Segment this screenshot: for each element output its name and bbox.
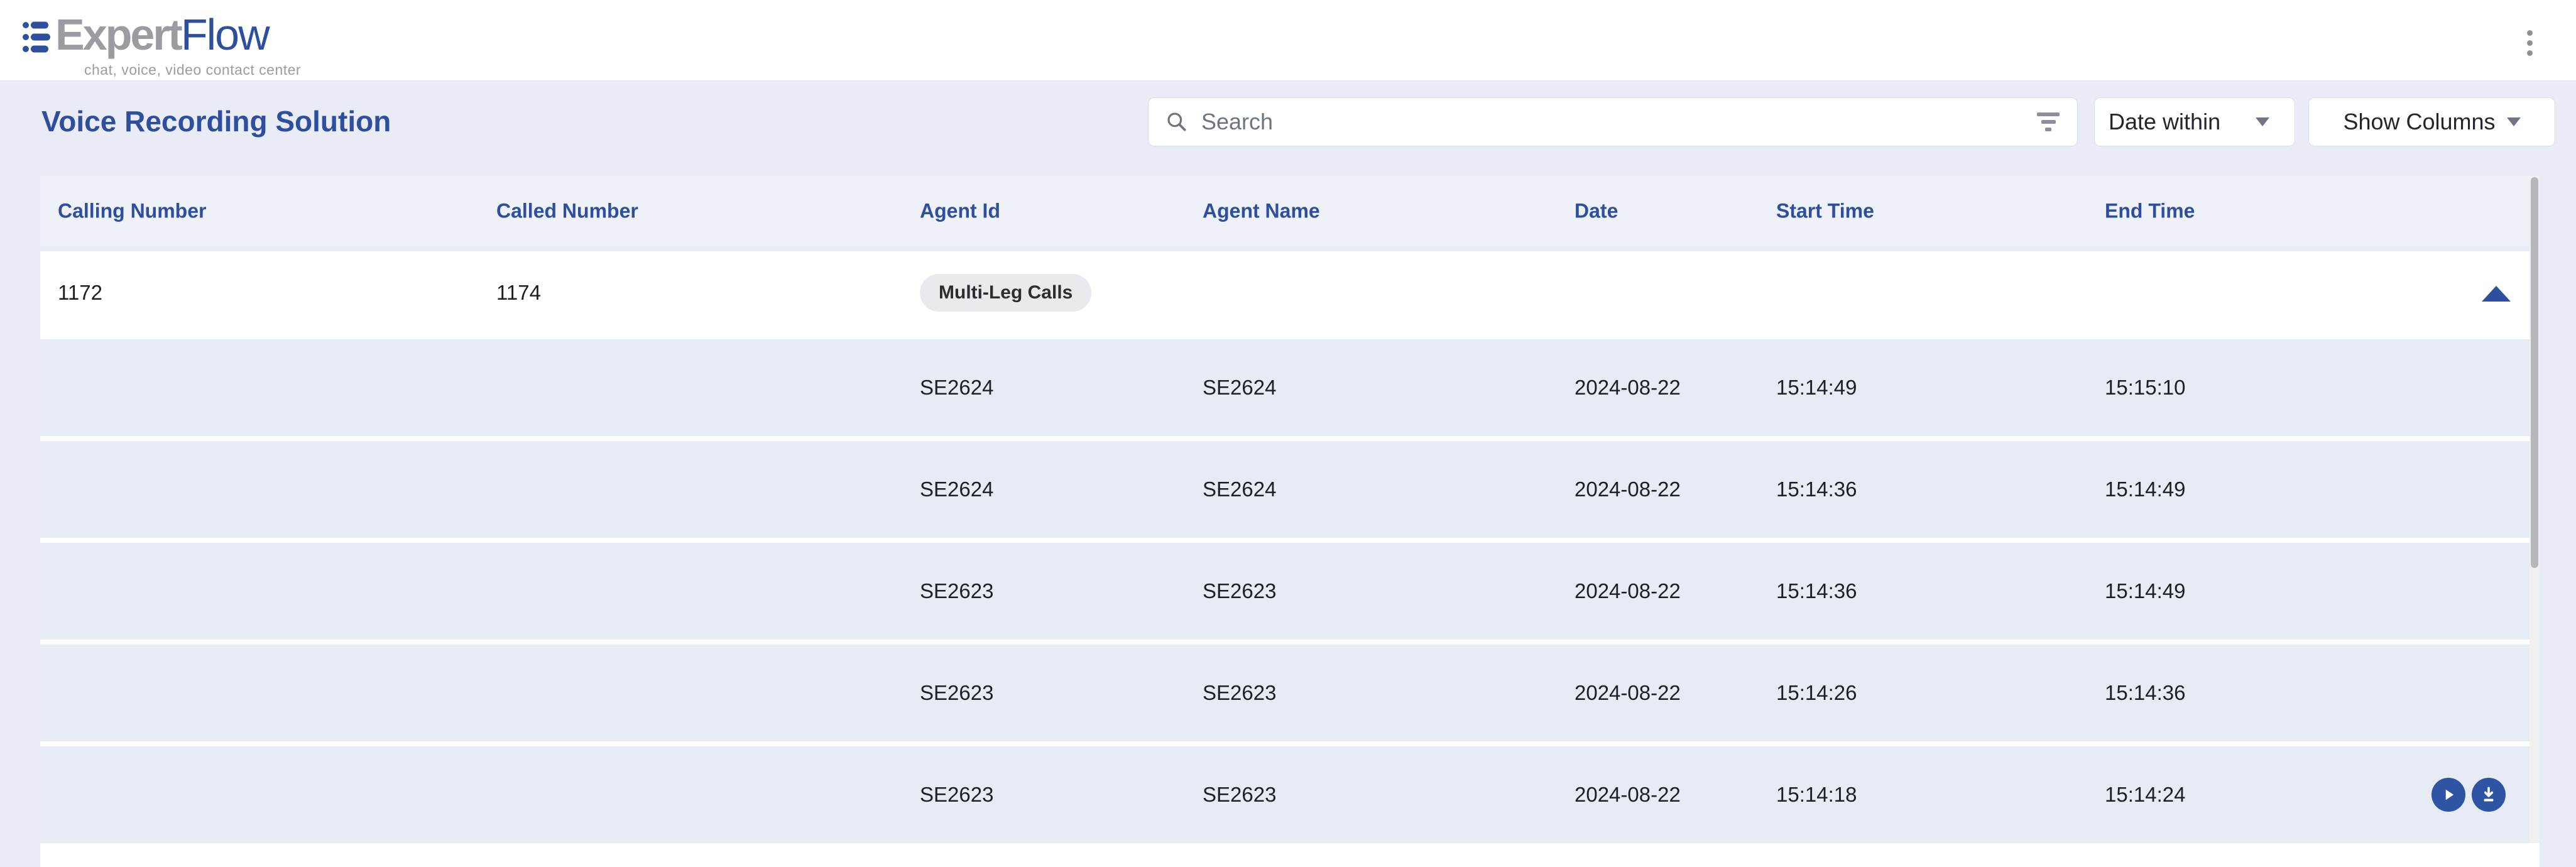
start-time-cell: 15:14:36 [1776, 579, 1857, 603]
row-actions [2431, 778, 2506, 812]
filter-icon[interactable] [2036, 112, 2061, 131]
table-row[interactable]: SE2624 SE2624 2024-08-22 15:14:49 15:15:10 [40, 339, 2530, 436]
start-time-cell: 15:14:36 [1776, 477, 1857, 501]
column-header-date[interactable]: Date [1575, 199, 1618, 222]
agent-id-cell: SE2623 [920, 681, 994, 704]
play-icon [2445, 789, 2454, 800]
table-row[interactable]: SE2623 SE2623 2024-08-22 15:14:18 15:14:24 [40, 746, 2530, 843]
chevron-down-icon [2256, 117, 2269, 126]
date-cell: 2024-08-22 [1575, 579, 1681, 603]
start-time-cell: 15:14:49 [1776, 376, 1857, 399]
table-row[interactable]: SE2623 SE2623 2024-08-22 15:14:26 15:14:36 [40, 645, 2530, 741]
agent-name-cell: SE2624 [1203, 376, 1277, 399]
date-cell: 2024-08-22 [1575, 783, 1681, 806]
end-time-cell: 15:14:24 [2105, 783, 2186, 806]
agent-name-cell: SE2623 [1203, 579, 1277, 603]
start-time-cell: 15:14:26 [1776, 681, 1857, 704]
agent-id-cell: SE2623 [920, 579, 994, 603]
table-body: SE2624 SE2624 2024-08-22 15:14:49 15:15:10 SE… [40, 339, 2540, 843]
vertical-scrollbar-track[interactable] [2530, 176, 2540, 843]
show-columns-label: Show Columns [2343, 109, 2496, 134]
multi-leg-calls-badge: Multi-Leg Calls [920, 274, 1092, 312]
end-time-cell: 15:15:10 [2105, 376, 2186, 399]
agent-id-cell: SE2624 [920, 376, 994, 399]
column-header-calling-number[interactable]: Calling Number [58, 199, 207, 222]
recordings-table: Calling Number Called Number Agent Id Agent… [40, 176, 2540, 867]
overflow-menu-icon[interactable] [2521, 30, 2538, 60]
brand-tagline: chat, voice, video contact center [84, 62, 302, 78]
call-group-row[interactable]: 1172 1174 Multi-Leg Calls [40, 251, 2530, 334]
chevron-down-icon [2506, 117, 2521, 126]
page-title: Voice Recording Solution [41, 105, 391, 138]
end-time-cell: 15:14:36 [2105, 681, 2186, 704]
show-columns-dropdown[interactable]: Show Columns [2308, 97, 2555, 146]
collapse-triangle-up-icon[interactable] [2482, 286, 2511, 302]
column-header-agent-name[interactable]: Agent Name [1203, 199, 1320, 222]
column-header-end-time[interactable]: End Time [2105, 199, 2195, 222]
column-header-called-number[interactable]: Called Number [496, 199, 638, 222]
agent-id-cell: SE2624 [920, 477, 994, 501]
start-time-cell: 15:14:18 [1776, 783, 1857, 806]
search-box [1148, 97, 2078, 146]
table-header-row: Calling Number Called Number Agent Id Agent… [40, 176, 2530, 246]
end-time-cell: 15:14:49 [2105, 579, 2186, 603]
date-within-dropdown[interactable]: Date within [2094, 97, 2295, 146]
date-within-label: Date within [2109, 109, 2221, 134]
column-header-start-time[interactable]: Start Time [1776, 199, 1874, 222]
vertical-scrollbar-thumb[interactable] [2531, 177, 2538, 568]
expertflow-logo-icon [23, 21, 50, 53]
agent-name-cell: SE2623 [1203, 681, 1277, 704]
column-header-agent-id[interactable]: Agent Id [920, 199, 1000, 222]
brand-wordmark: ExpertFlow [55, 13, 270, 57]
agent-id-cell: SE2623 [920, 783, 994, 806]
end-time-cell: 15:14:49 [2105, 477, 2186, 501]
agent-name-cell: SE2624 [1203, 477, 1277, 501]
called-number-cell: 1174 [496, 281, 541, 304]
download-icon [2484, 787, 2494, 802]
top-bar: ExpertFlow chat, voice, video contact ce… [0, 0, 2576, 81]
date-cell: 2024-08-22 [1575, 376, 1681, 399]
brand-primary: Expert [55, 10, 183, 59]
search-icon [1167, 112, 1186, 131]
date-cell: 2024-08-22 [1575, 681, 1681, 704]
table-row[interactable]: SE2623 SE2623 2024-08-22 15:14:36 15:14:49 [40, 543, 2530, 640]
agent-name-cell: SE2623 [1203, 783, 1277, 806]
play-button[interactable] [2431, 778, 2465, 812]
brand-secondary: Flow [180, 10, 270, 59]
date-cell: 2024-08-22 [1575, 477, 1681, 501]
table-row[interactable]: SE2624 SE2624 2024-08-22 15:14:36 15:14:49 [40, 441, 2530, 538]
search-input[interactable] [1200, 108, 2024, 136]
calling-number-cell: 1172 [58, 281, 102, 304]
download-button[interactable] [2472, 778, 2506, 812]
header-separator [40, 246, 2530, 251]
